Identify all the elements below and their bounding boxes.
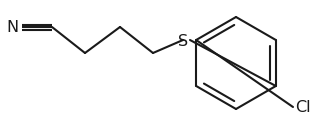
- Text: Cl: Cl: [295, 100, 311, 115]
- Text: S: S: [178, 33, 188, 48]
- Text: N: N: [6, 20, 18, 35]
